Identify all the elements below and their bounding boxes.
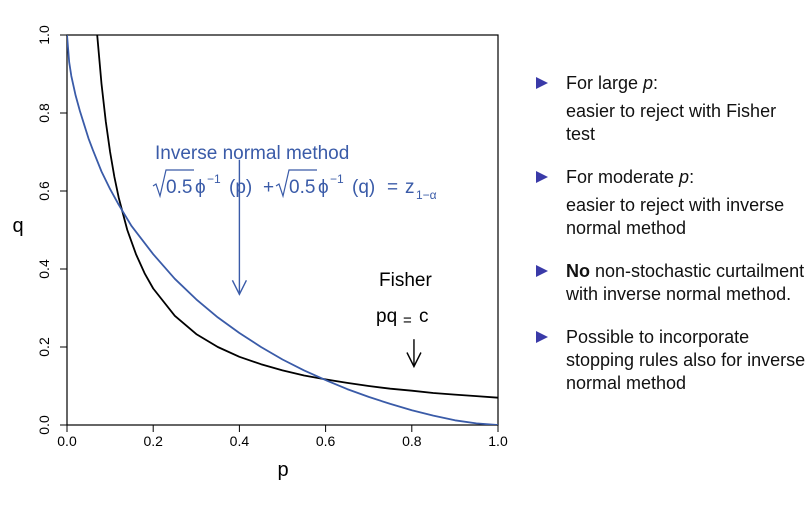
bullet-item: No non-stochastic curtailment with inver…	[536, 260, 806, 306]
y-tick-label: 1.0	[36, 25, 52, 45]
x-axis: 0.0 0.2 0.4 0.6 0.8 1.0	[57, 425, 508, 449]
bullet-item: For large p: easier to reject with Fishe…	[536, 72, 806, 146]
formula-sqrt-1: 0.5	[166, 177, 192, 198]
formula-arg-2: (q)	[352, 177, 375, 198]
inverse-normal-arrow	[231, 159, 248, 296]
bullet-item: For moderate p: easier to reject with in…	[536, 166, 806, 240]
y-tick-label: 0.4	[36, 259, 52, 279]
y-axis: 0.0 0.2 0.4 0.6 0.8 1.0	[36, 25, 67, 435]
fisher-curve	[96, 35, 498, 399]
inverse-normal-formula: 0.5 ϕ −1 (p) + 0.5 ϕ −1 (q) = z 1−α	[152, 169, 437, 202]
fisher-label: Fisher	[379, 270, 432, 291]
plot-frame	[66, 34, 499, 426]
formula-arg-1: (p)	[229, 177, 252, 198]
fisher-formula-eq: =	[403, 312, 412, 329]
formula-sqrt-2: 0.5	[289, 177, 315, 198]
series-group	[67, 35, 498, 425]
formula-plus: +	[263, 177, 274, 198]
bullet-triangle-icon	[536, 265, 548, 277]
fisher-formula: pq = c	[376, 306, 429, 329]
chart: 0.0 0.2 0.4 0.6 0.8 1.0 0.00.20.40.60.81.0 p …	[12, 25, 508, 481]
y-tick-label: 0.0	[36, 415, 52, 435]
bullet-detail: easier to reject with inverse normal met…	[566, 195, 785, 238]
bullet-heading: For large p:	[566, 73, 659, 93]
x-axis-label: p	[277, 459, 288, 481]
bullet-triangle-icon	[536, 171, 548, 183]
y-tick-label: 0.8	[36, 103, 52, 123]
formula-sup-2: −1	[330, 172, 344, 186]
inverse-normal-label: Inverse normal method	[155, 143, 349, 164]
bullet-list: For large p: easier to reject with Fishe…	[536, 72, 806, 415]
inverse-normal-arrow-head	[231, 280, 248, 296]
bullet-triangle-icon	[536, 331, 548, 343]
y-tick-label: 0.2	[36, 337, 52, 357]
x-tick-label: 0.4	[230, 433, 250, 449]
fisher-formula-lhs: pq	[376, 306, 397, 327]
sqrt-sign-1	[152, 169, 194, 199]
x-tick-label: 0.0	[57, 433, 77, 449]
bullet-triangle-icon	[536, 77, 548, 89]
bullet-text: No non-stochastic curtailment with inver…	[566, 261, 805, 304]
formula-z: z	[405, 177, 415, 198]
x-tick-label: 0.8	[402, 433, 422, 449]
y-axis-label: q	[12, 215, 23, 237]
formula-sup-1: −1	[207, 172, 221, 186]
sqrt-sign-2	[275, 169, 317, 199]
formula-phi-1: ϕ	[195, 177, 206, 198]
bullet-item: Possible to incorporate stopping rules a…	[536, 326, 806, 395]
formula-eq: =	[387, 177, 398, 198]
bullet-detail: easier to reject with Fisher test	[566, 101, 777, 144]
fisher-formula-rhs: c	[419, 306, 429, 327]
formula-phi-2: ϕ	[318, 177, 329, 198]
x-tick-label: 1.0	[488, 433, 508, 449]
inverse-normal-curve	[67, 35, 498, 425]
formula-z-sub: 1−α	[416, 188, 437, 202]
bullet-text: Possible to incorporate stopping rules a…	[566, 327, 806, 393]
bullet-heading: For moderate p:	[566, 167, 695, 187]
x-tick-label: 0.2	[143, 433, 163, 449]
y-tick-label: 0.6	[36, 181, 52, 201]
x-tick-label: 0.6	[316, 433, 336, 449]
fisher-arrow-head	[406, 352, 422, 369]
annotation-arrows	[231, 159, 422, 369]
fisher-arrow	[406, 339, 422, 369]
